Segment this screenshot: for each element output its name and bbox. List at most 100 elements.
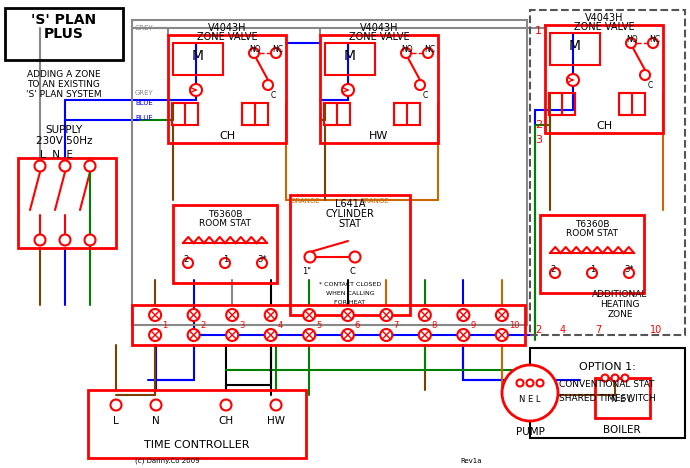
Text: TO AN EXISTING: TO AN EXISTING — [28, 80, 101, 89]
Bar — [325, 43, 375, 75]
Circle shape — [188, 309, 199, 321]
Text: M: M — [192, 49, 204, 63]
Text: 1: 1 — [162, 321, 168, 330]
Text: 5: 5 — [316, 321, 322, 330]
Text: M: M — [569, 39, 581, 53]
Text: N E L: N E L — [520, 395, 541, 404]
Bar — [540, 215, 644, 293]
Text: CH: CH — [596, 121, 612, 131]
Bar — [394, 103, 420, 125]
Text: CYLINDER: CYLINDER — [326, 209, 375, 219]
Bar — [88, 390, 306, 458]
Text: STAT: STAT — [339, 219, 362, 229]
Circle shape — [567, 74, 579, 86]
Text: HW: HW — [267, 416, 285, 426]
Circle shape — [496, 329, 508, 341]
Text: V4043H: V4043H — [584, 13, 623, 23]
Text: N: N — [152, 416, 160, 426]
Circle shape — [220, 258, 230, 268]
Text: 7: 7 — [595, 325, 601, 335]
Circle shape — [271, 48, 281, 58]
Text: 10: 10 — [650, 325, 662, 335]
Text: T6360B: T6360B — [208, 210, 242, 219]
Bar — [173, 205, 277, 283]
Text: BLUE: BLUE — [135, 100, 152, 106]
Bar — [132, 305, 525, 345]
Circle shape — [34, 161, 46, 171]
Text: ORANGE: ORANGE — [360, 198, 390, 204]
Circle shape — [84, 161, 95, 171]
Text: PUMP: PUMP — [515, 427, 544, 437]
Text: CH: CH — [219, 131, 235, 141]
Text: NC: NC — [424, 45, 435, 54]
Text: 9: 9 — [471, 321, 475, 330]
Bar — [530, 348, 685, 438]
Text: N E L: N E L — [611, 395, 633, 404]
Text: 'S' PLAN SYSTEM: 'S' PLAN SYSTEM — [26, 90, 102, 99]
Circle shape — [188, 329, 199, 341]
Text: 1: 1 — [590, 265, 595, 274]
Circle shape — [150, 400, 161, 410]
Text: M: M — [344, 49, 356, 63]
Text: (c) Danny.Co 2009: (c) Danny.Co 2009 — [135, 458, 199, 465]
Circle shape — [226, 309, 238, 321]
Bar — [5, 8, 123, 60]
Text: HW: HW — [369, 131, 388, 141]
Bar — [549, 93, 575, 115]
Text: * CONTACT CLOSED: * CONTACT CLOSED — [319, 282, 381, 287]
Bar — [394, 103, 407, 125]
Bar — [324, 103, 337, 125]
Circle shape — [423, 48, 433, 58]
Circle shape — [457, 309, 469, 321]
Text: 2: 2 — [535, 120, 542, 130]
Text: 2: 2 — [201, 321, 206, 330]
Circle shape — [415, 80, 425, 90]
Text: L  N  E: L N E — [41, 150, 74, 160]
Text: ADDITIONAL: ADDITIONAL — [592, 290, 648, 299]
Text: 7: 7 — [393, 321, 399, 330]
Text: 'S' PLAN: 'S' PLAN — [32, 13, 97, 27]
Text: 230V 50Hz: 230V 50Hz — [36, 136, 92, 146]
Circle shape — [502, 365, 558, 421]
Circle shape — [550, 268, 560, 278]
Text: V4043H: V4043H — [359, 23, 398, 33]
Bar — [512, 383, 548, 403]
Text: 3*: 3* — [257, 255, 266, 264]
Circle shape — [419, 309, 431, 321]
Text: 3*: 3* — [624, 265, 633, 274]
Bar — [132, 20, 527, 325]
Text: NO: NO — [626, 35, 638, 44]
Circle shape — [149, 329, 161, 341]
Text: 1": 1" — [302, 267, 311, 276]
Text: Rev1a: Rev1a — [460, 458, 482, 464]
Circle shape — [457, 329, 469, 341]
Circle shape — [622, 374, 629, 381]
Text: CH: CH — [219, 416, 233, 426]
Circle shape — [303, 309, 315, 321]
Text: L641A: L641A — [335, 199, 365, 209]
Bar — [242, 103, 255, 125]
Text: ZONE VALVE: ZONE VALVE — [348, 32, 409, 42]
Text: V4043H: V4043H — [208, 23, 246, 33]
Circle shape — [59, 234, 70, 246]
Bar — [619, 93, 645, 115]
Circle shape — [342, 329, 354, 341]
Text: CONVENTIONAL STAT: CONVENTIONAL STAT — [560, 380, 655, 389]
Circle shape — [611, 374, 618, 381]
Bar — [18, 158, 116, 248]
Circle shape — [265, 309, 277, 321]
Circle shape — [537, 380, 544, 387]
Circle shape — [640, 70, 650, 80]
Text: 3: 3 — [239, 321, 244, 330]
Text: TIME CONTROLLER: TIME CONTROLLER — [144, 440, 250, 450]
Circle shape — [517, 380, 524, 387]
Text: FOR HEAT: FOR HEAT — [335, 300, 366, 305]
Text: ROOM STAT: ROOM STAT — [199, 219, 251, 228]
Circle shape — [270, 400, 282, 410]
Text: ROOM STAT: ROOM STAT — [566, 229, 618, 238]
Circle shape — [34, 234, 46, 246]
Bar — [595, 378, 650, 418]
Text: GREY: GREY — [135, 25, 154, 31]
Circle shape — [257, 258, 267, 268]
Circle shape — [226, 329, 238, 341]
